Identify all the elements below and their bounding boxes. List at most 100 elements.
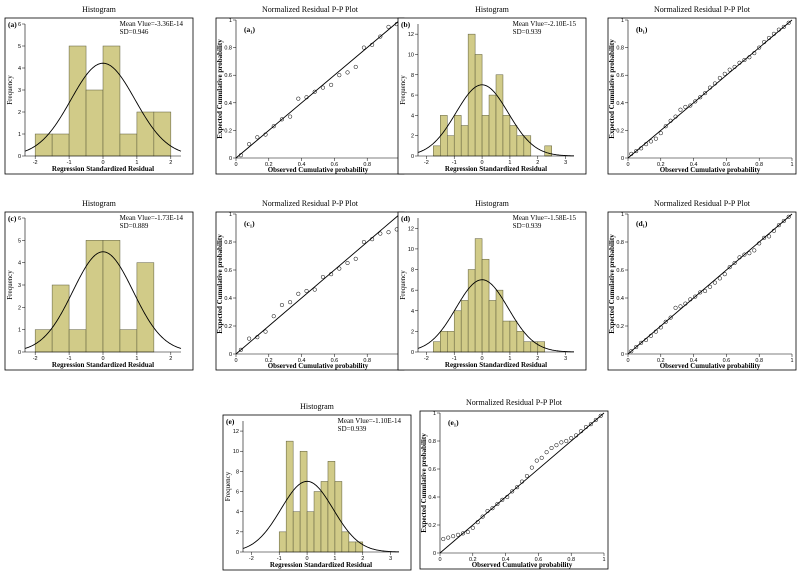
- panel-label: (b₁): [636, 25, 648, 34]
- histogram-bar: [474, 54, 483, 157]
- pp-point: [529, 465, 534, 470]
- panel-label: (d): [401, 214, 411, 223]
- pp-point: [653, 136, 658, 141]
- histogram-bar: [460, 300, 469, 353]
- pp-point: [781, 24, 786, 29]
- histogram-bar: [530, 341, 539, 353]
- panel-title: Normalized Residual P-P Plot: [466, 398, 563, 407]
- pp-point: [727, 67, 732, 72]
- x-tick-label: 1: [135, 160, 138, 166]
- x-tick-label: 2: [169, 356, 172, 362]
- x-tick-label: -1: [67, 356, 72, 362]
- stat-line: SD=0.939: [338, 425, 367, 433]
- x-tick-label: 0.4: [502, 557, 510, 563]
- pp-point: [465, 529, 470, 535]
- histogram-bar: [433, 145, 441, 157]
- x-tick-label: 0.4: [298, 358, 306, 364]
- y-axis-label: Expected Cumulative probability: [216, 234, 224, 334]
- pp-point: [634, 149, 639, 154]
- y-tick-label: 0.8: [428, 439, 436, 445]
- pp-point: [564, 438, 569, 444]
- pp-point: [500, 497, 505, 502]
- histogram-bar: [51, 133, 70, 157]
- x-tick-label: 0.4: [298, 162, 306, 168]
- y-axis-label: Frequency: [399, 270, 407, 300]
- panel-title: Histogram: [300, 402, 335, 411]
- x-axis-label: Regression Standardized Residual: [270, 561, 372, 569]
- stat-line: Mean Vlue=-1.73E-14: [120, 214, 184, 222]
- y-tick-label: 1: [433, 411, 436, 417]
- panel-label: (c): [8, 214, 17, 223]
- pp-point: [762, 235, 767, 240]
- histogram-bar: [509, 125, 518, 157]
- pp-point: [693, 99, 698, 104]
- pp-point: [519, 479, 525, 484]
- pp-point: [766, 234, 772, 239]
- pp-point: [337, 266, 342, 271]
- histogram-bar: [136, 262, 155, 353]
- pp-point: [329, 272, 334, 277]
- stat-line: Mean Vlue=-2.10E-15: [513, 20, 577, 28]
- x-tick-label: 3: [564, 356, 567, 362]
- pp-point: [320, 274, 325, 280]
- y-tick-label: 2: [236, 530, 239, 536]
- x-tick-label: 1: [333, 556, 336, 562]
- panel-title: Normalized Residual P-P Plot: [654, 199, 751, 208]
- y-tick-label: 10: [408, 247, 414, 253]
- y-tick-label: 0.4: [224, 296, 232, 302]
- y-tick-label: 0.2: [224, 128, 232, 134]
- y-tick-label: 2: [411, 329, 414, 335]
- x-tick-label: 1: [790, 358, 793, 364]
- pp-point: [263, 132, 268, 137]
- y-axis-label: Frequency: [224, 471, 232, 501]
- y-tick-label: 10: [408, 52, 414, 58]
- y-tick-label: 6: [18, 216, 21, 222]
- x-tick-label: 1: [135, 356, 138, 362]
- y-tick-label: 0.4: [616, 101, 624, 107]
- y-tick-label: 1: [229, 212, 232, 218]
- x-tick-label: 0: [234, 358, 237, 364]
- histogram-bar: [502, 320, 511, 353]
- panel-label: (a₁): [244, 25, 255, 34]
- pp-point: [634, 344, 639, 350]
- pp-point: [722, 71, 727, 76]
- x-axis-label: Observed Cumulative probability: [268, 166, 369, 174]
- pp-point: [255, 335, 260, 340]
- histogram-bar: [516, 135, 525, 157]
- pp-point: [378, 231, 383, 236]
- pp-point: [296, 96, 301, 101]
- y-tick-label: 0: [411, 350, 414, 356]
- pp-point: [304, 288, 309, 294]
- y-tick-label: 12: [408, 226, 414, 232]
- pp-point: [534, 458, 539, 463]
- y-tick-label: 4: [18, 66, 21, 72]
- panel-1: Histogram (a) 0 1 2 3 4 5 6 -2 -1 0 1 2 Regression Sta…: [4, 5, 194, 175]
- histogram-bar: [544, 145, 552, 157]
- pp-point: [707, 284, 713, 289]
- pp-point: [312, 89, 317, 94]
- histogram-bar: [348, 541, 357, 553]
- x-tick-label: 0.8: [363, 358, 371, 364]
- histogram-bar: [495, 289, 504, 353]
- y-axis-label: Expected Cumulative probability: [608, 234, 616, 334]
- y-axis-label: Frequency: [6, 75, 14, 105]
- pp-point: [673, 114, 678, 119]
- pp-point: [485, 508, 490, 514]
- histogram-bar: [34, 133, 53, 157]
- pp-point: [288, 300, 293, 305]
- y-tick-label: 6: [236, 490, 239, 496]
- pp-point: [776, 223, 781, 228]
- pp-point: [629, 349, 634, 354]
- pp-point: [732, 64, 737, 69]
- x-tick-label: 1: [508, 356, 511, 362]
- histogram-bar: [447, 135, 455, 157]
- panel-8: Normalized Residual P-P Plot (d₁) 0 0.2 0.4 0…: [607, 199, 797, 371]
- pp-point: [742, 57, 747, 63]
- x-tick-label: 1: [602, 557, 605, 563]
- pp-point: [722, 272, 727, 277]
- y-tick-label: 8: [236, 469, 239, 475]
- y-tick-label: 1: [229, 18, 232, 24]
- pp-point: [304, 95, 309, 100]
- pp-point: [588, 422, 593, 427]
